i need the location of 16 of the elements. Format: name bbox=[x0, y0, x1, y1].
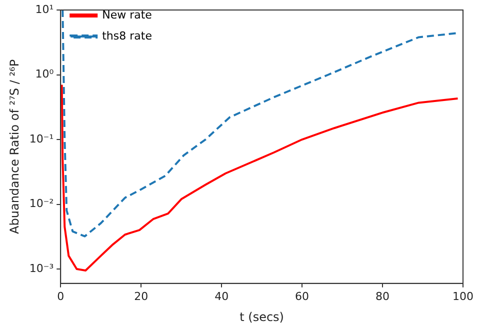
y-tick-label: 10⁻³ bbox=[29, 262, 54, 275]
x-tick-label: 0 bbox=[57, 290, 64, 303]
x-axis-title: t (secs) bbox=[240, 310, 284, 324]
y-tick-label: 10⁰ bbox=[35, 68, 54, 81]
legend-label: ths8 rate bbox=[102, 29, 152, 42]
x-tick-label: 60 bbox=[295, 290, 310, 303]
y-tick-label: 10⁻² bbox=[29, 197, 54, 210]
x-tick-label: 20 bbox=[134, 290, 148, 303]
x-tick-label: 100 bbox=[452, 290, 474, 303]
line-series bbox=[62, 10, 459, 238]
x-tick-label: 80 bbox=[376, 290, 390, 303]
y-tick-label: 10⁻¹ bbox=[29, 132, 54, 146]
x-tick-label: 40 bbox=[214, 290, 229, 303]
y-axis-title: Abuandance Ratio of ²⁷S / ²⁶P bbox=[7, 59, 22, 234]
legend-label: New rate bbox=[102, 8, 152, 22]
y-tick-label: 10¹ bbox=[35, 2, 54, 16]
